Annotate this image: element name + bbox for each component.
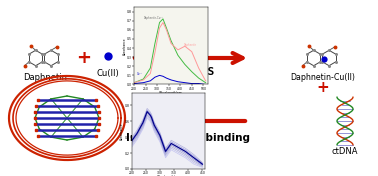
- Text: Daphnetin: Daphnetin: [23, 73, 67, 82]
- X-axis label: Wavelength/nm: Wavelength/nm: [156, 175, 180, 176]
- Text: Daphnetin: Daphnetin: [184, 43, 197, 47]
- Text: MCR−ALS: MCR−ALS: [167, 67, 215, 77]
- X-axis label: Wavelength/nm: Wavelength/nm: [159, 91, 183, 95]
- Text: +: +: [76, 49, 91, 67]
- Y-axis label: Absorbance: Absorbance: [123, 37, 127, 55]
- Text: Daphnetin-Cu(II): Daphnetin-Cu(II): [291, 73, 355, 82]
- Y-axis label: Absorbance: Absorbance: [120, 122, 124, 140]
- Text: Intercalation binding: Intercalation binding: [126, 133, 250, 143]
- Text: Cu²⁺: Cu²⁺: [136, 72, 142, 76]
- Text: +: +: [317, 80, 329, 96]
- Text: ctDNA: ctDNA: [332, 147, 358, 156]
- Text: Cu(II): Cu(II): [97, 69, 119, 78]
- Text: Daphnetin-Cu²⁺: Daphnetin-Cu²⁺: [143, 16, 163, 20]
